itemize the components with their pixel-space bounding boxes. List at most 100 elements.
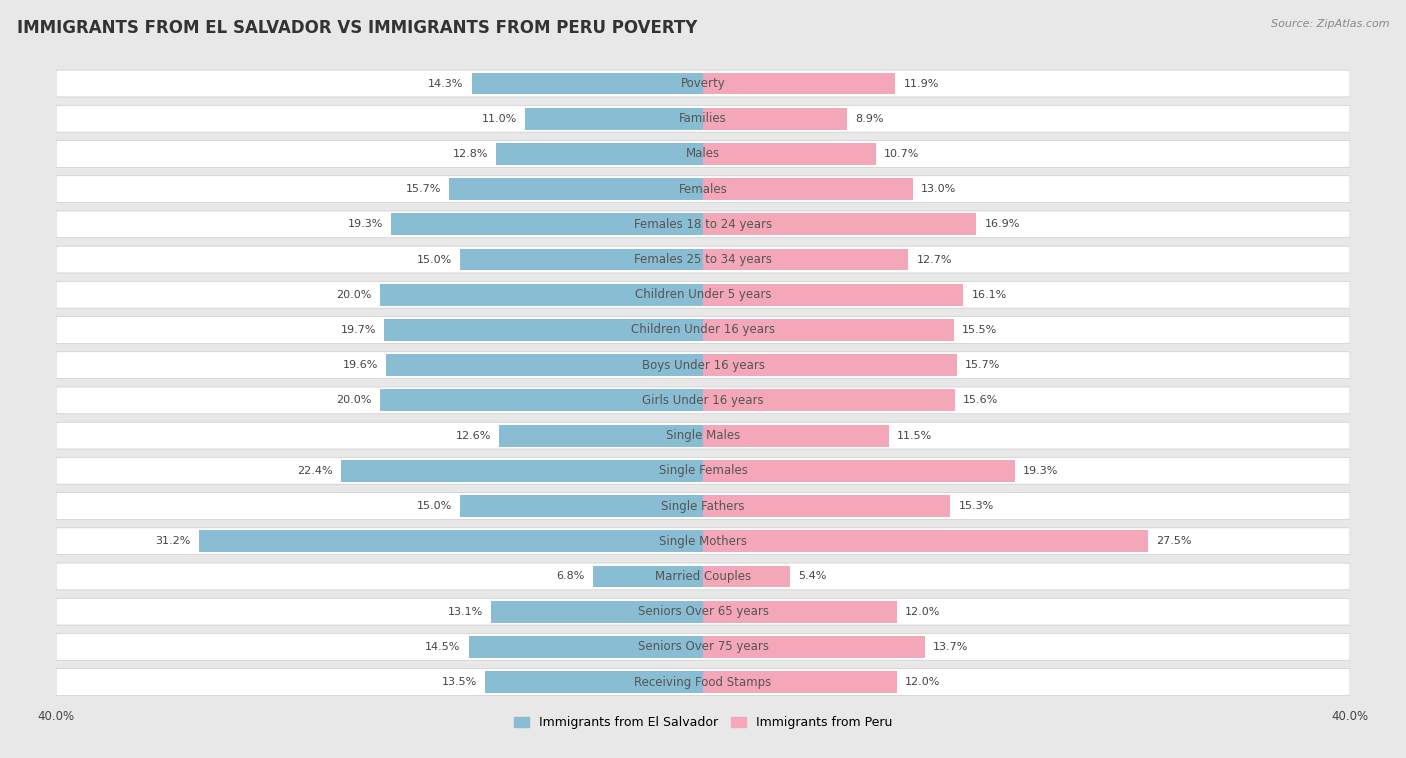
Bar	[491, 601, 703, 622]
Bar	[593, 565, 703, 587]
Text: Males: Males	[686, 148, 720, 161]
FancyBboxPatch shape	[56, 387, 1350, 414]
Bar	[499, 424, 703, 446]
Text: Single Females: Single Females	[658, 465, 748, 478]
Text: 11.5%: 11.5%	[897, 431, 932, 440]
Text: 19.7%: 19.7%	[340, 325, 377, 335]
Bar	[703, 143, 876, 164]
Bar	[703, 73, 896, 95]
Bar	[703, 108, 846, 130]
FancyBboxPatch shape	[56, 457, 1350, 484]
Bar	[472, 73, 703, 95]
FancyBboxPatch shape	[56, 281, 1350, 309]
Bar	[468, 636, 703, 658]
FancyBboxPatch shape	[56, 598, 1350, 625]
Bar	[703, 354, 957, 376]
Text: Married Couples: Married Couples	[655, 570, 751, 583]
Text: 12.8%: 12.8%	[453, 149, 488, 159]
Text: 19.3%: 19.3%	[347, 219, 382, 230]
Bar	[449, 178, 703, 200]
Bar	[461, 249, 703, 271]
Text: Source: ZipAtlas.com: Source: ZipAtlas.com	[1271, 19, 1389, 29]
Text: Girls Under 16 years: Girls Under 16 years	[643, 394, 763, 407]
Text: 14.5%: 14.5%	[425, 642, 461, 652]
Bar	[380, 390, 703, 412]
Text: 16.9%: 16.9%	[984, 219, 1019, 230]
FancyBboxPatch shape	[56, 493, 1350, 519]
Text: Children Under 5 years: Children Under 5 years	[634, 288, 772, 301]
Legend: Immigrants from El Salvador, Immigrants from Peru: Immigrants from El Salvador, Immigrants …	[509, 711, 897, 735]
FancyBboxPatch shape	[56, 176, 1350, 202]
Text: Children Under 16 years: Children Under 16 years	[631, 324, 775, 337]
Text: 31.2%: 31.2%	[155, 536, 190, 547]
Bar	[703, 565, 790, 587]
FancyBboxPatch shape	[56, 528, 1350, 555]
Text: Females 18 to 24 years: Females 18 to 24 years	[634, 218, 772, 231]
Text: 10.7%: 10.7%	[884, 149, 920, 159]
Text: Boys Under 16 years: Boys Under 16 years	[641, 359, 765, 371]
Text: 5.4%: 5.4%	[799, 572, 827, 581]
Text: 19.6%: 19.6%	[343, 360, 378, 370]
Text: 15.0%: 15.0%	[418, 501, 453, 511]
Text: 12.0%: 12.0%	[905, 677, 941, 687]
Text: Seniors Over 75 years: Seniors Over 75 years	[637, 641, 769, 653]
Bar	[703, 283, 963, 305]
Bar	[703, 249, 908, 271]
Text: 11.9%: 11.9%	[904, 79, 939, 89]
Text: 15.7%: 15.7%	[406, 184, 441, 194]
FancyBboxPatch shape	[56, 140, 1350, 168]
Text: 15.5%: 15.5%	[962, 325, 997, 335]
Text: 19.3%: 19.3%	[1024, 466, 1059, 476]
FancyBboxPatch shape	[56, 246, 1350, 273]
Bar	[703, 319, 953, 341]
Text: Receiving Food Stamps: Receiving Food Stamps	[634, 675, 772, 688]
FancyBboxPatch shape	[56, 422, 1350, 449]
Text: 16.1%: 16.1%	[972, 290, 1007, 299]
Text: 12.0%: 12.0%	[905, 606, 941, 617]
FancyBboxPatch shape	[56, 669, 1350, 695]
FancyBboxPatch shape	[56, 70, 1350, 97]
Text: 27.5%: 27.5%	[1156, 536, 1191, 547]
Text: 12.6%: 12.6%	[456, 431, 491, 440]
Bar	[384, 319, 703, 341]
Text: 8.9%: 8.9%	[855, 114, 883, 124]
FancyBboxPatch shape	[56, 563, 1350, 590]
Text: 6.8%: 6.8%	[557, 572, 585, 581]
Bar	[703, 390, 955, 412]
Bar	[198, 531, 703, 552]
Text: 13.5%: 13.5%	[441, 677, 477, 687]
Bar	[703, 495, 950, 517]
Text: Females 25 to 34 years: Females 25 to 34 years	[634, 253, 772, 266]
Bar	[496, 143, 703, 164]
Text: 20.0%: 20.0%	[336, 396, 371, 406]
Text: 11.0%: 11.0%	[482, 114, 517, 124]
Bar	[461, 495, 703, 517]
Text: 14.3%: 14.3%	[429, 79, 464, 89]
Bar	[703, 424, 889, 446]
Bar	[387, 354, 703, 376]
Text: Single Males: Single Males	[666, 429, 740, 442]
Text: 15.0%: 15.0%	[418, 255, 453, 265]
Text: Poverty: Poverty	[681, 77, 725, 90]
Text: 13.7%: 13.7%	[932, 642, 967, 652]
Text: IMMIGRANTS FROM EL SALVADOR VS IMMIGRANTS FROM PERU POVERTY: IMMIGRANTS FROM EL SALVADOR VS IMMIGRANT…	[17, 19, 697, 37]
FancyBboxPatch shape	[56, 317, 1350, 343]
Text: 15.3%: 15.3%	[959, 501, 994, 511]
Text: 13.0%: 13.0%	[921, 184, 956, 194]
Text: Families: Families	[679, 112, 727, 125]
Bar	[703, 671, 897, 693]
Text: 12.7%: 12.7%	[917, 255, 952, 265]
Text: 20.0%: 20.0%	[336, 290, 371, 299]
Bar	[703, 601, 897, 622]
Bar	[340, 460, 703, 482]
FancyBboxPatch shape	[56, 105, 1350, 132]
Text: 22.4%: 22.4%	[297, 466, 333, 476]
Bar	[703, 636, 925, 658]
Text: Seniors Over 65 years: Seniors Over 65 years	[637, 605, 769, 618]
Text: 15.7%: 15.7%	[965, 360, 1000, 370]
Text: Females: Females	[679, 183, 727, 196]
FancyBboxPatch shape	[56, 634, 1350, 660]
FancyBboxPatch shape	[56, 352, 1350, 378]
Text: 13.1%: 13.1%	[449, 606, 484, 617]
Text: Single Fathers: Single Fathers	[661, 500, 745, 512]
